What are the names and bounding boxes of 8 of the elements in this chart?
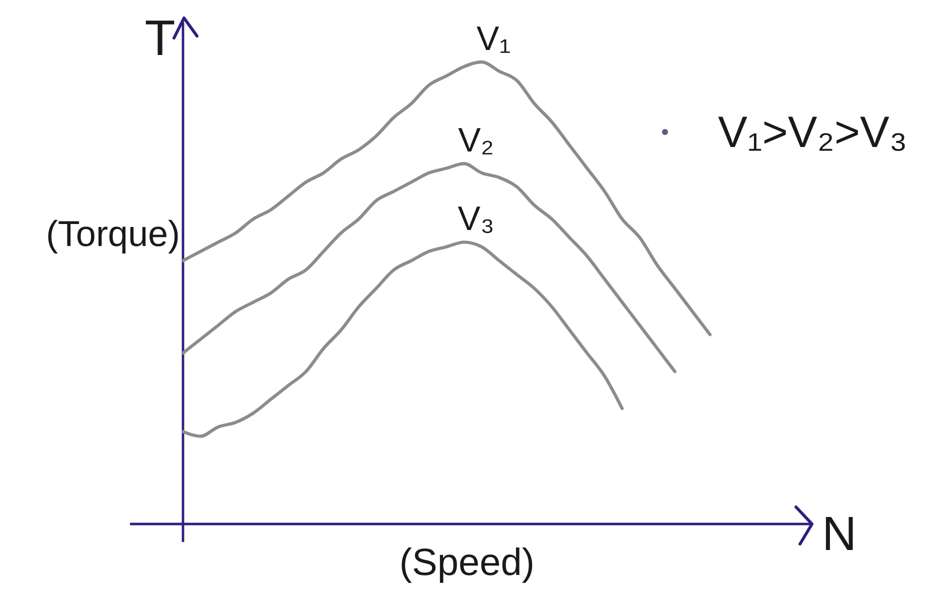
annotation: (Torque): [46, 213, 180, 254]
y-axis-title: T: [144, 10, 176, 66]
x-axis-title: N: [822, 508, 857, 561]
text: (Speed): [399, 542, 535, 584]
series-label: V₃: [458, 200, 494, 238]
series-label: V₁: [476, 20, 511, 58]
annotation: V₁>V₂>V₃: [718, 108, 908, 157]
series-label: V₂: [458, 122, 494, 160]
